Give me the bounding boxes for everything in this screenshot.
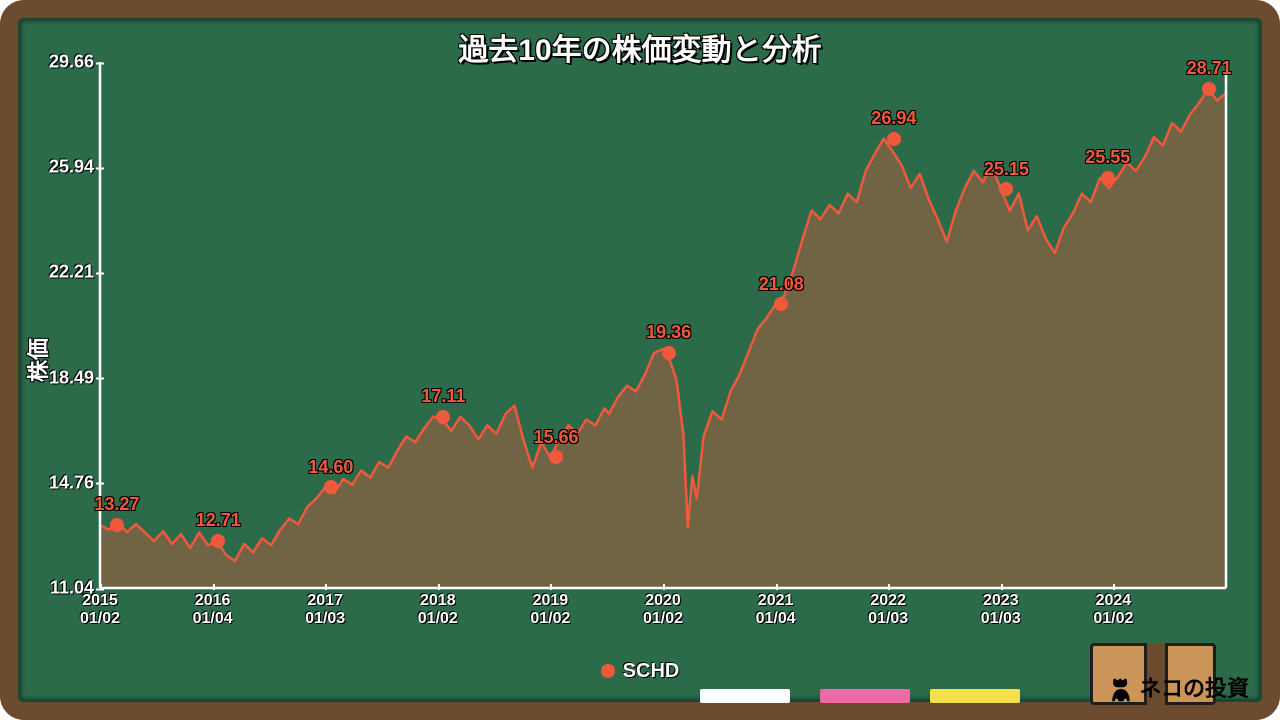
x-tick-label: 201901/02 (530, 592, 570, 629)
chalk-pink-icon (820, 689, 910, 703)
x-tick-label: 201601/04 (193, 592, 233, 629)
x-tick-label: 201501/02 (80, 592, 120, 629)
marker-dot-icon (774, 297, 788, 311)
marker-dot-icon (662, 346, 676, 360)
x-tick-label: 202001/02 (643, 592, 683, 629)
y-tick-label: 25.94 (49, 157, 94, 178)
y-tick-label: 14.76 (49, 472, 94, 493)
marker-dot-icon (436, 410, 450, 424)
marker-label: 15.66 (533, 427, 578, 448)
x-tick-label: 202101/04 (756, 592, 796, 629)
y-tick-label: 22.21 (49, 262, 94, 283)
chalk-yellow-icon (930, 689, 1020, 703)
data-marker: 15.66 (549, 450, 563, 464)
plot-area: 11.0414.7618.4922.2125.9429.66201501/022… (100, 62, 1226, 588)
data-marker: 19.36 (662, 346, 676, 360)
x-tick-label: 201701/03 (305, 592, 345, 629)
marker-label: 25.55 (1085, 147, 1130, 168)
data-marker: 28.71 (1202, 82, 1216, 96)
marker-dot-icon (999, 182, 1013, 196)
watermark: ネコの投資 (1107, 671, 1249, 703)
marker-label: 25.15 (984, 159, 1029, 180)
legend-marker-icon (601, 664, 615, 678)
cat-icon (1107, 675, 1135, 703)
watermark-text: ネコの投資 (1139, 671, 1249, 703)
marker-label: 19.36 (646, 322, 691, 343)
y-tick-label: 29.66 (49, 52, 94, 73)
data-marker: 26.94 (887, 132, 901, 146)
marker-dot-icon (887, 132, 901, 146)
x-tick-label: 202301/03 (981, 592, 1021, 629)
y-tick-label: 18.49 (49, 367, 94, 388)
marker-label: 12.71 (196, 510, 241, 531)
data-marker: 21.08 (774, 297, 788, 311)
marker-dot-icon (1101, 171, 1115, 185)
data-marker: 13.27 (110, 518, 124, 532)
data-marker: 25.55 (1101, 171, 1115, 185)
chalk-white-icon (700, 689, 790, 703)
marker-label: 14.60 (308, 457, 353, 478)
frame-outer: 過去10年の株価変動と分析 株価 11.0414.7618.4922.2125.… (0, 0, 1280, 720)
marker-dot-icon (324, 480, 338, 494)
marker-dot-icon (110, 518, 124, 532)
data-marker: 12.71 (211, 534, 225, 548)
marker-label: 21.08 (759, 274, 804, 295)
x-tick-label: 202201/03 (868, 592, 908, 629)
marker-dot-icon (549, 450, 563, 464)
x-tick-label: 201801/02 (418, 592, 458, 629)
legend-label: SCHD (623, 660, 680, 682)
marker-label: 13.27 (94, 494, 139, 515)
x-tick-label: 202401/02 (1093, 592, 1133, 629)
data-marker: 14.60 (324, 480, 338, 494)
legend: SCHD (21, 660, 1259, 683)
marker-label: 17.11 (421, 386, 465, 407)
chalkboard: 過去10年の株価変動と分析 株価 11.0414.7618.4922.2125.… (18, 18, 1262, 702)
marker-dot-icon (1202, 82, 1216, 96)
data-marker: 25.15 (999, 182, 1013, 196)
marker-dot-icon (211, 534, 225, 548)
marker-label: 28.71 (1187, 58, 1232, 79)
marker-label: 26.94 (871, 108, 916, 129)
data-marker: 17.11 (436, 410, 450, 424)
